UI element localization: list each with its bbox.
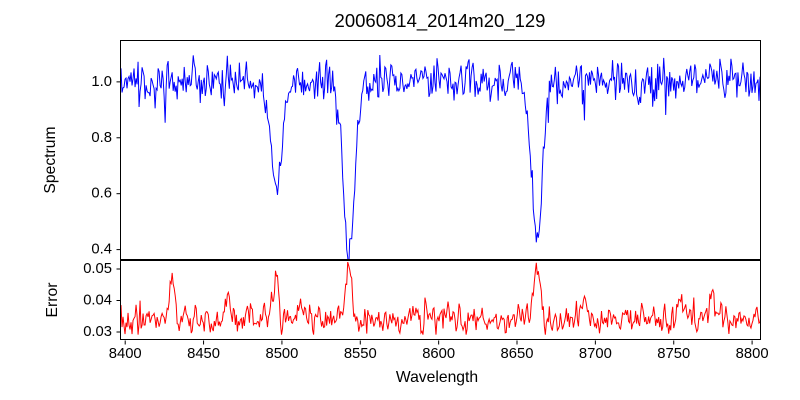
svg-text:8550: 8550 [344,346,377,362]
svg-text:0.04: 0.04 [83,293,112,309]
svg-text:8400: 8400 [109,346,142,362]
svg-text:0.4: 0.4 [91,242,112,258]
svg-text:Wavelength: Wavelength [396,369,478,386]
svg-text:Spectrum: Spectrum [42,126,59,193]
svg-text:0.03: 0.03 [83,324,112,340]
svg-text:8500: 8500 [265,346,298,362]
svg-text:0.6: 0.6 [91,186,112,202]
svg-text:20060814_2014m20_129: 20060814_2014m20_129 [335,10,546,32]
svg-text:8800: 8800 [736,346,769,362]
svg-text:Error: Error [44,283,61,318]
svg-text:8650: 8650 [501,346,534,362]
svg-text:1.0: 1.0 [91,74,112,90]
svg-text:0.8: 0.8 [91,130,112,146]
svg-text:8450: 8450 [187,346,220,362]
svg-text:8600: 8600 [422,346,455,362]
svg-text:8700: 8700 [579,346,612,362]
svg-text:8750: 8750 [657,346,690,362]
svg-text:0.05: 0.05 [83,261,112,277]
